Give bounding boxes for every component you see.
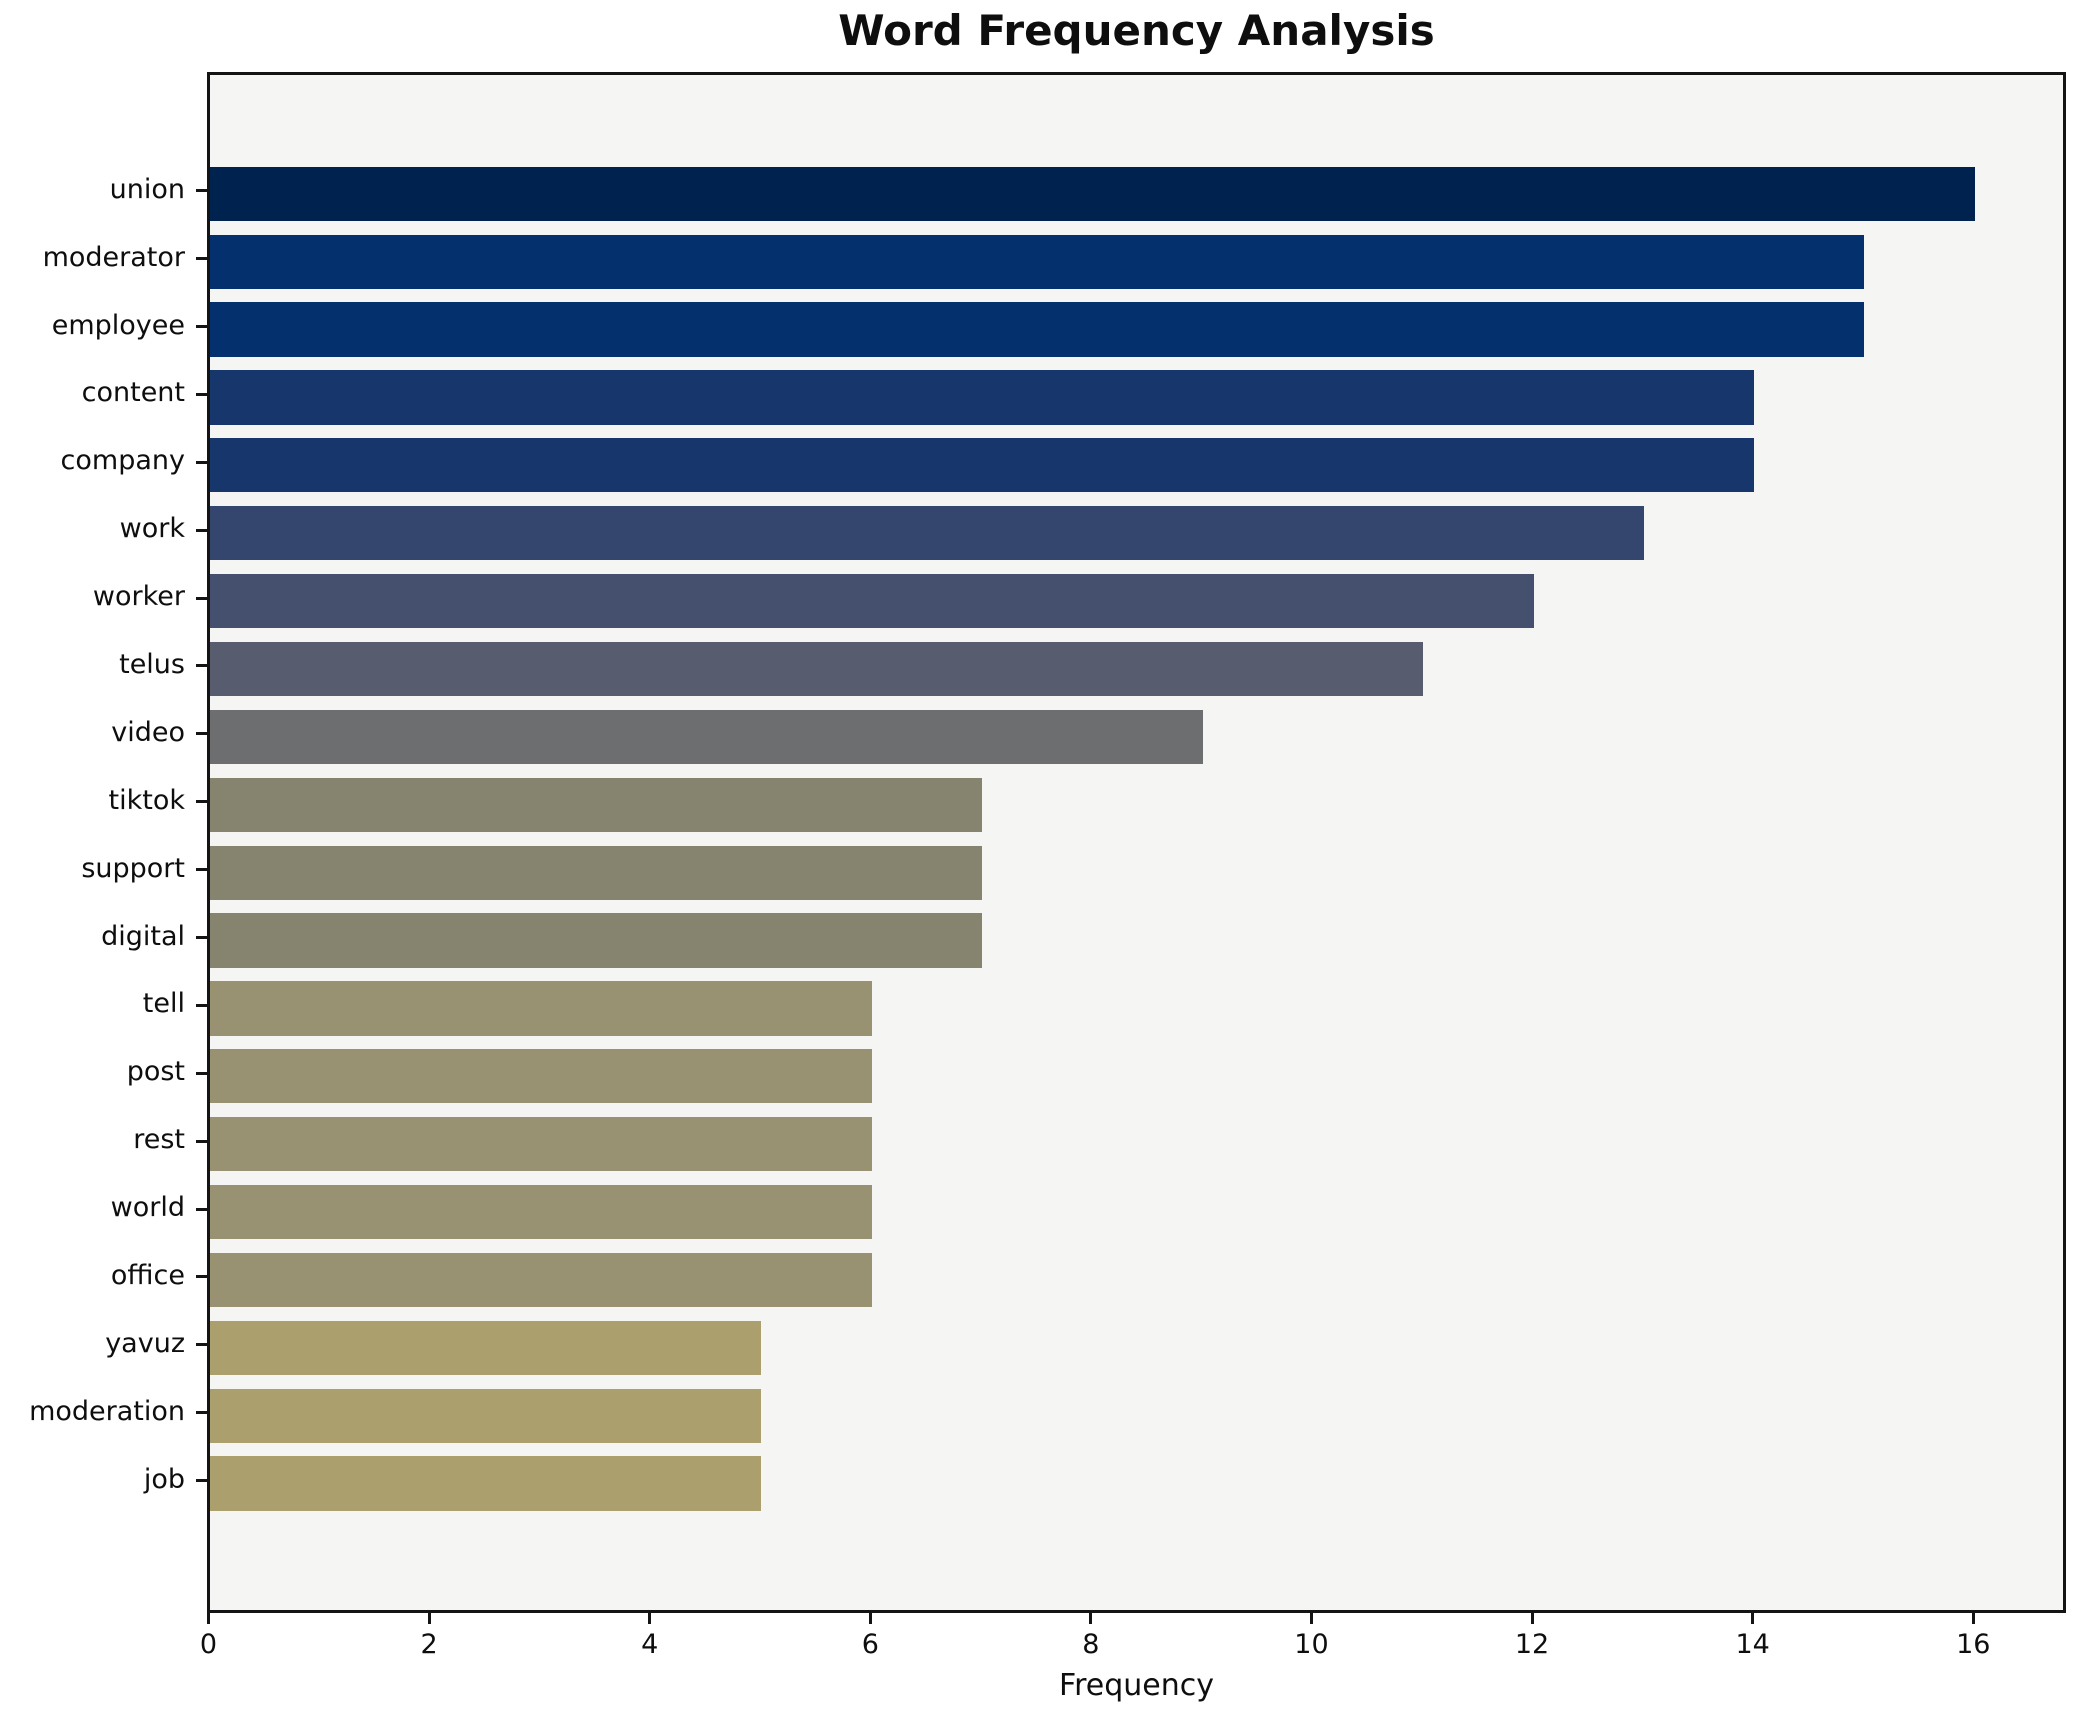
y-tick-mark-video (196, 732, 207, 736)
x-tick-label-12: 12 (1514, 1629, 1550, 1660)
x-tick-mark-6 (868, 1613, 872, 1624)
y-tick-mark-moderator (196, 257, 207, 261)
x-tick-mark-8 (1089, 1613, 1093, 1624)
y-tick-label-union: union (109, 173, 185, 205)
y-tick-mark-post (196, 1071, 207, 1075)
bar-digital (210, 913, 983, 968)
bar-tiktok (210, 777, 983, 832)
y-tick-mark-employee (196, 325, 207, 329)
x-tick-label-0: 0 (199, 1629, 218, 1660)
bar-content (210, 370, 1755, 425)
y-tick-label-yavuz: yavuz (105, 1327, 185, 1359)
bar-rest (210, 1117, 872, 1172)
x-tick-label-2: 2 (420, 1629, 438, 1660)
y-tick-label-company: company (60, 445, 185, 477)
y-tick-label-video: video (111, 716, 185, 748)
y-tick-mark-tiktok (196, 800, 207, 804)
y-tick-label-work: work (119, 513, 185, 545)
y-tick-label-post: post (126, 1056, 185, 1088)
bar-office (210, 1252, 872, 1308)
bar-moderator (210, 234, 1865, 289)
y-tick-label-rest: rest (133, 1124, 185, 1156)
x-tick-label-10: 10 (1294, 1629, 1329, 1660)
y-tick-label-worker: worker (92, 581, 185, 613)
bar-telus (210, 641, 1424, 697)
y-tick-mark-work (196, 528, 207, 532)
bar-job (210, 1456, 762, 1511)
y-tick-mark-support (196, 868, 207, 872)
x-tick-label-6: 6 (861, 1629, 879, 1660)
bar-world (210, 1184, 872, 1240)
x-tick-mark-10 (1309, 1613, 1313, 1624)
y-tick-mark-yavuz (196, 1343, 207, 1347)
bar-worker (210, 573, 1534, 629)
x-tick-mark-4 (648, 1613, 652, 1624)
bar-work (210, 506, 1644, 561)
y-tick-label-moderation: moderation (29, 1395, 185, 1427)
x-tick-mark-0 (207, 1613, 210, 1624)
y-tick-label-office: office (110, 1259, 185, 1291)
bar-moderation (210, 1388, 762, 1443)
y-tick-mark-company (196, 460, 207, 464)
bar-tell (210, 981, 872, 1036)
x-tick-label-8: 8 (1082, 1629, 1100, 1660)
y-tick-label-moderator: moderator (42, 241, 185, 273)
y-tick-mark-office (196, 1275, 207, 1279)
y-tick-mark-moderation (196, 1411, 207, 1415)
y-tick-mark-tell (196, 1003, 207, 1007)
y-tick-label-job: job (143, 1463, 185, 1495)
y-tick-label-tell: tell (142, 988, 185, 1020)
x-tick-mark-2 (427, 1613, 431, 1624)
x-tick-label-16: 16 (1956, 1629, 1991, 1660)
bar-yavuz (210, 1320, 762, 1375)
bar-post (210, 1049, 872, 1104)
y-tick-label-world: world (110, 1192, 185, 1224)
y-tick-label-support: support (81, 852, 185, 884)
y-tick-mark-telus (196, 664, 207, 668)
y-tick-mark-rest (196, 1139, 207, 1143)
y-tick-mark-union (196, 189, 207, 193)
y-tick-label-telus: telus (119, 648, 185, 680)
y-tick-mark-worker (196, 596, 207, 600)
x-tick-mark-12 (1530, 1613, 1534, 1624)
bar-support (210, 845, 983, 900)
x-tick-mark-16 (1971, 1613, 1975, 1624)
bar-employee (210, 302, 1865, 357)
y-tick-mark-job (196, 1479, 207, 1483)
y-tick-mark-world (196, 1207, 207, 1211)
y-tick-label-tiktok: tiktok (108, 784, 185, 816)
bar-video (210, 709, 1203, 765)
bar-company (210, 438, 1755, 493)
x-tick-label-14: 14 (1735, 1629, 1770, 1660)
x-tick-mark-14 (1751, 1613, 1755, 1624)
y-tick-label-content: content (81, 377, 185, 409)
y-tick-label-digital: digital (101, 920, 185, 952)
y-tick-mark-digital (196, 936, 207, 940)
chart-title: Word Frequency Analysis (838, 6, 1435, 55)
y-tick-label-employee: employee (51, 309, 185, 341)
bar-union (210, 166, 1975, 221)
y-tick-mark-content (196, 392, 207, 396)
x-tick-label-4: 4 (641, 1629, 659, 1660)
plot-area (207, 72, 2066, 1613)
x-axis-label: Frequency (1059, 1668, 1214, 1703)
